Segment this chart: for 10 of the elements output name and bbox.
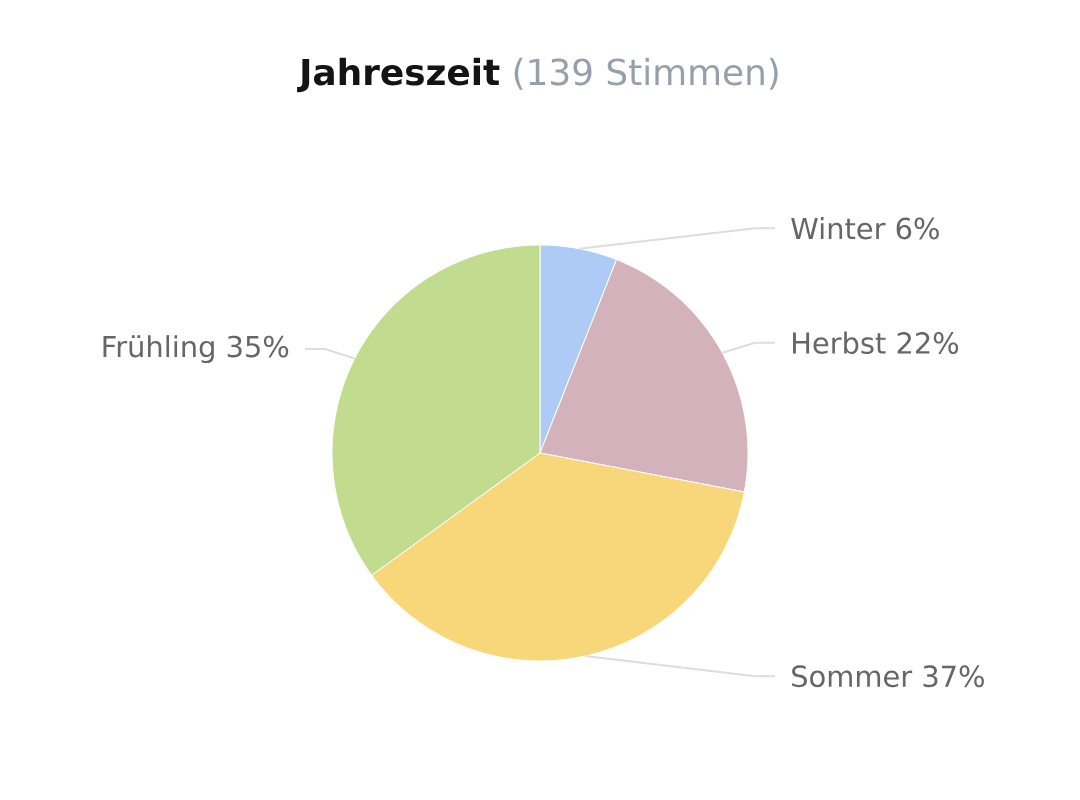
data-label: 37% [923,665,984,688]
slice-label: Winter [791,217,886,240]
data-label: 6% [896,217,939,240]
data-label: 35% [227,335,289,358]
slice-label: Frühling [103,335,214,364]
chart-title: Jahreszeit [297,57,500,93]
slice-label: Herbst [793,331,886,354]
slice-label: Sommer [792,665,913,688]
chart-subtitle: (139 Stimmen) [514,57,778,90]
data-label: 22% [897,332,959,354]
